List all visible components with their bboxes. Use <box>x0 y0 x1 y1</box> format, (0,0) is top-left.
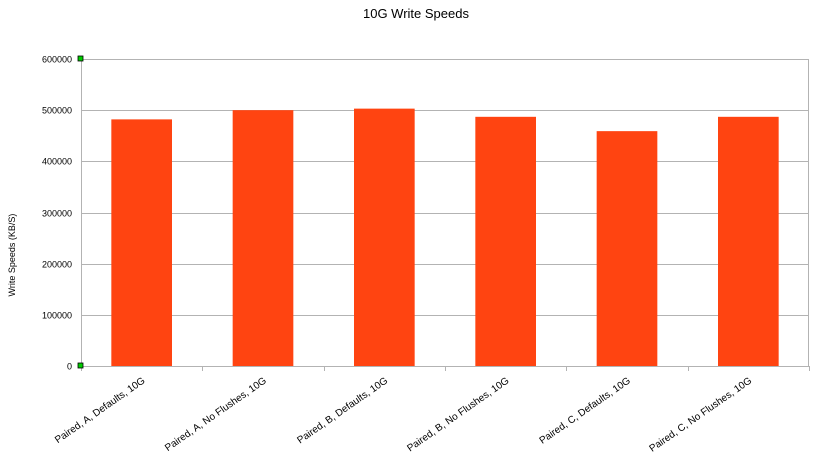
y-tick-label: 300000 <box>42 209 72 219</box>
y-tick-label: 400000 <box>42 157 72 167</box>
bar <box>475 116 536 367</box>
y-tick-label: 600000 <box>42 55 72 65</box>
axes <box>81 59 810 371</box>
gridlines <box>81 59 809 367</box>
axis-selection-handle[interactable] <box>77 55 84 62</box>
y-tick-labels: 0 100000 200000 300000 400000 500000 600000 <box>42 55 72 372</box>
x-tick-labels: Paired, A, Defaults, 10G Paired, A, No Fl… <box>53 375 754 454</box>
bar <box>596 131 658 366</box>
axis-selection-handle[interactable] <box>77 362 84 369</box>
bar <box>232 110 294 367</box>
x-tick-label: Paired, B, Defaults, 10G <box>295 375 390 446</box>
y-tick-label: 200000 <box>42 260 72 270</box>
bars <box>111 108 779 367</box>
y-axis-label: Write Speeds (KB/S) <box>7 214 17 297</box>
y-tick-label: 500000 <box>42 106 72 116</box>
bar <box>718 116 779 367</box>
x-tick-label: Paired, B, No Flushes, 10G <box>405 375 511 454</box>
axis-handles[interactable] <box>77 55 84 369</box>
x-tick-label: Paired, A, No Flushes, 10G <box>163 375 269 454</box>
y-tick-label: 100000 <box>42 311 72 321</box>
bar <box>111 119 172 366</box>
chart-title: 10G Write Speeds <box>363 6 469 21</box>
x-tick-label: Paired, A, Defaults, 10G <box>53 375 147 446</box>
bar <box>354 108 415 367</box>
x-tick-label: Paired, C, Defaults, 10G <box>538 375 633 446</box>
x-tick-label: Paired, C, No Flushes, 10G <box>648 375 755 454</box>
y-tick-label: 0 <box>67 362 72 372</box>
